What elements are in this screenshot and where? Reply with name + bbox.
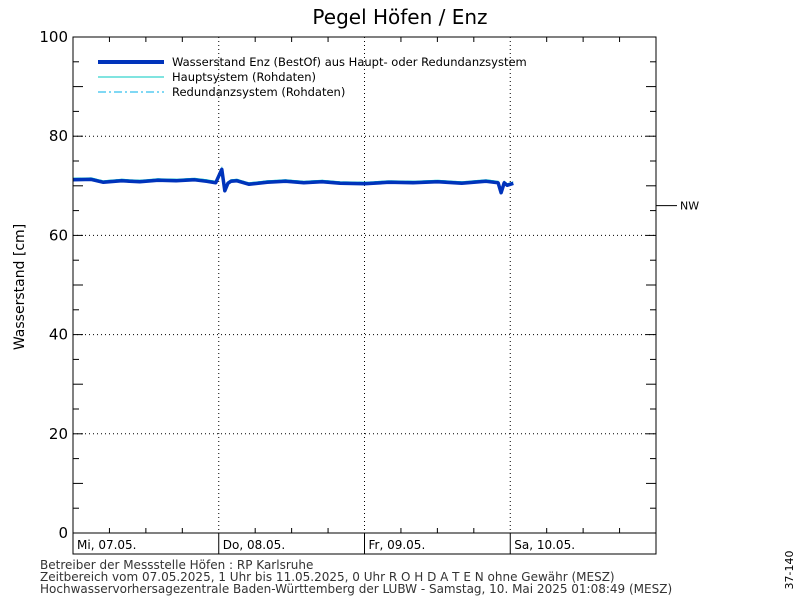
footer-operator: Betreiber der Messstelle Höfen : RP Karl… — [40, 558, 313, 572]
legend-label-redundanzsystem: Redundanzsystem (Rohdaten) — [172, 85, 345, 99]
y-tick-labels: 0 20 40 60 80 100 — [39, 28, 68, 542]
legend-label-bestof: Wasserstand Enz (BestOf) aus Haupt- oder… — [172, 55, 527, 69]
series-line-bestof — [72, 167, 514, 195]
x-tick-label-3: Sa, 10.05. — [514, 538, 575, 552]
side-code: 37-140 — [783, 551, 796, 590]
y-tick-label-40: 40 — [49, 326, 68, 344]
chart-title: Pegel Höfen / Enz — [312, 5, 487, 29]
y-tick-label-60: 60 — [49, 226, 68, 244]
date-band-frame — [72, 532, 657, 555]
y-tick-label-0: 0 — [58, 524, 68, 542]
x-tick-labels: Mi, 07.05. Do, 08.05. Fr, 09.05. Sa, 10.05. — [77, 538, 575, 552]
legend-label-hauptsystem: Hauptsystem (Rohdaten) — [172, 70, 316, 84]
y-axis-label: Wasserstand [cm] — [12, 224, 28, 350]
footer-time-range: Zeitbereich vom 07.05.2025, 1 Uhr bis 11… — [40, 570, 615, 584]
x-tick-label-2: Fr, 09.05. — [369, 538, 426, 552]
grid-lines — [73, 37, 656, 554]
reference-lines: NW — [656, 200, 699, 213]
y-tick-label-80: 80 — [49, 127, 68, 145]
y-tick-marks — [73, 37, 656, 533]
legend: Wasserstand Enz (BestOf) aus Haupt- oder… — [98, 55, 527, 99]
x-tick-label-1: Do, 08.05. — [223, 538, 285, 552]
y-tick-label-100: 100 — [39, 28, 68, 46]
series-lines — [72, 166, 514, 195]
x-tick-label-0: Mi, 07.05. — [77, 538, 136, 552]
footer-source: Hochwasservorhersagezentrale Baden-Württ… — [40, 582, 672, 596]
reference-label-0: NW — [680, 200, 699, 213]
y-tick-label-20: 20 — [49, 425, 68, 443]
